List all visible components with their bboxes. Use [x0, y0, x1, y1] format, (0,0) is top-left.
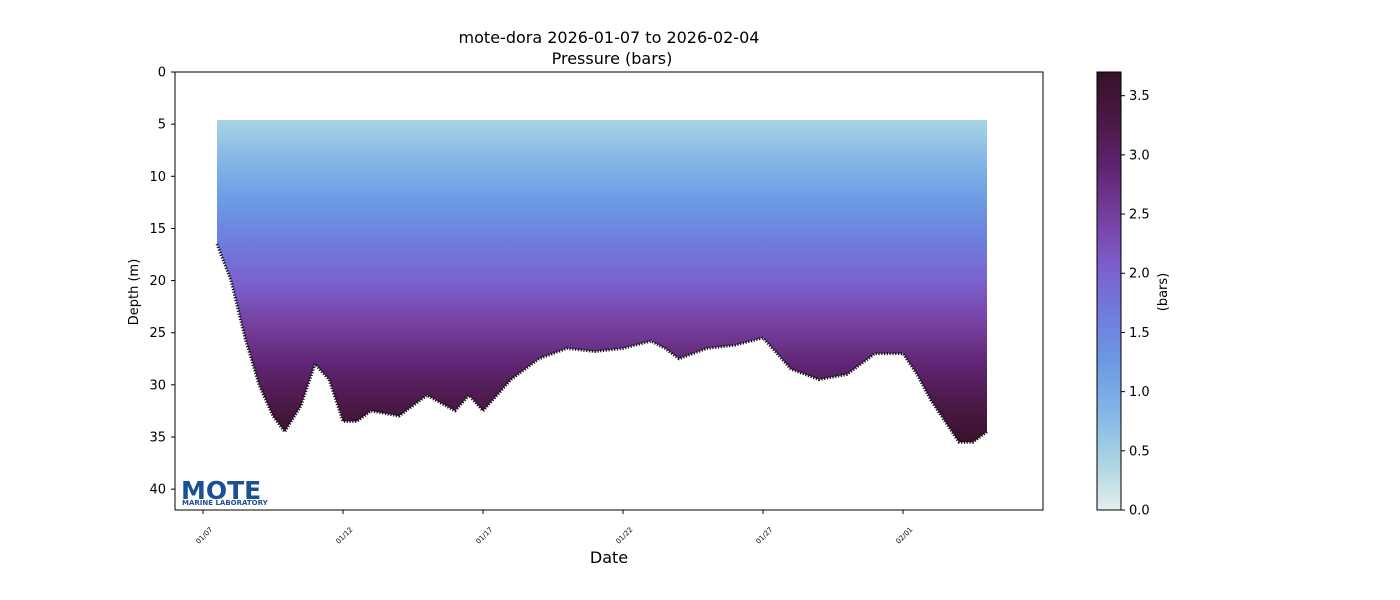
- x-tick-label: 01/22: [614, 526, 634, 546]
- colorbar-tick-label: 0.5: [1129, 444, 1150, 459]
- mote-logo: MOTE MARINE LABORATORY: [181, 476, 269, 507]
- colorbar-tick-label: 1.0: [1129, 385, 1150, 400]
- y-tick-label: 20: [149, 274, 166, 289]
- logo-wordmark: MOTE: [181, 476, 261, 505]
- x-tick-label: 01/07: [194, 526, 214, 546]
- y-tick-label: 0: [158, 66, 166, 81]
- colorbar-tick-label: 0.0: [1129, 504, 1150, 519]
- y-tick-label: 15: [149, 222, 166, 237]
- x-axis: 01/07 01/12 01/17 01/22 01/27 02/01: [194, 510, 914, 546]
- y-tick-label: 25: [149, 326, 166, 341]
- y-tick-label: 5: [158, 118, 166, 133]
- y-tick-label: 30: [149, 378, 166, 393]
- plot-frame: [174, 71, 1044, 511]
- y-tick-label: 35: [149, 431, 166, 446]
- colorbar-tick-label: 2.0: [1129, 267, 1150, 282]
- x-tick-label: 02/01: [894, 526, 914, 546]
- colorbar-label: (bars): [1156, 273, 1171, 311]
- colorbar: [1096, 71, 1122, 511]
- x-tick-label: 01/12: [334, 526, 354, 546]
- x-tick-label: 01/17: [474, 526, 494, 546]
- colorbar-tick-label: 1.5: [1129, 326, 1150, 341]
- colorbar-axis: 0.0 0.5 1.0 1.5 2.0 2.5 3.0 3.5: [1121, 89, 1150, 519]
- chart-subtitle: Pressure (bars): [552, 49, 673, 68]
- x-axis-label: Date: [590, 548, 628, 567]
- bottom-depth-trace: [215, 243, 988, 444]
- colorbar-tick-label: 3.5: [1129, 89, 1150, 104]
- y-tick-label: 40: [149, 483, 166, 498]
- x-tick-label: 01/27: [754, 526, 774, 546]
- pressure-scatter-field: [217, 120, 987, 443]
- logo-tagline: MARINE LABORATORY: [182, 499, 269, 507]
- colorbar-tick-label: 3.0: [1129, 148, 1150, 163]
- y-axis-label: Depth (m): [127, 259, 142, 326]
- plot-area: [215, 120, 988, 444]
- colorbar-tick-label: 2.5: [1129, 208, 1150, 223]
- chart-title: mote-dora 2026-01-07 to 2026-02-04: [459, 28, 760, 47]
- y-tick-label: 10: [149, 170, 166, 185]
- y-axis: 0 5 10 15 20 25 30 35 40: [149, 66, 175, 498]
